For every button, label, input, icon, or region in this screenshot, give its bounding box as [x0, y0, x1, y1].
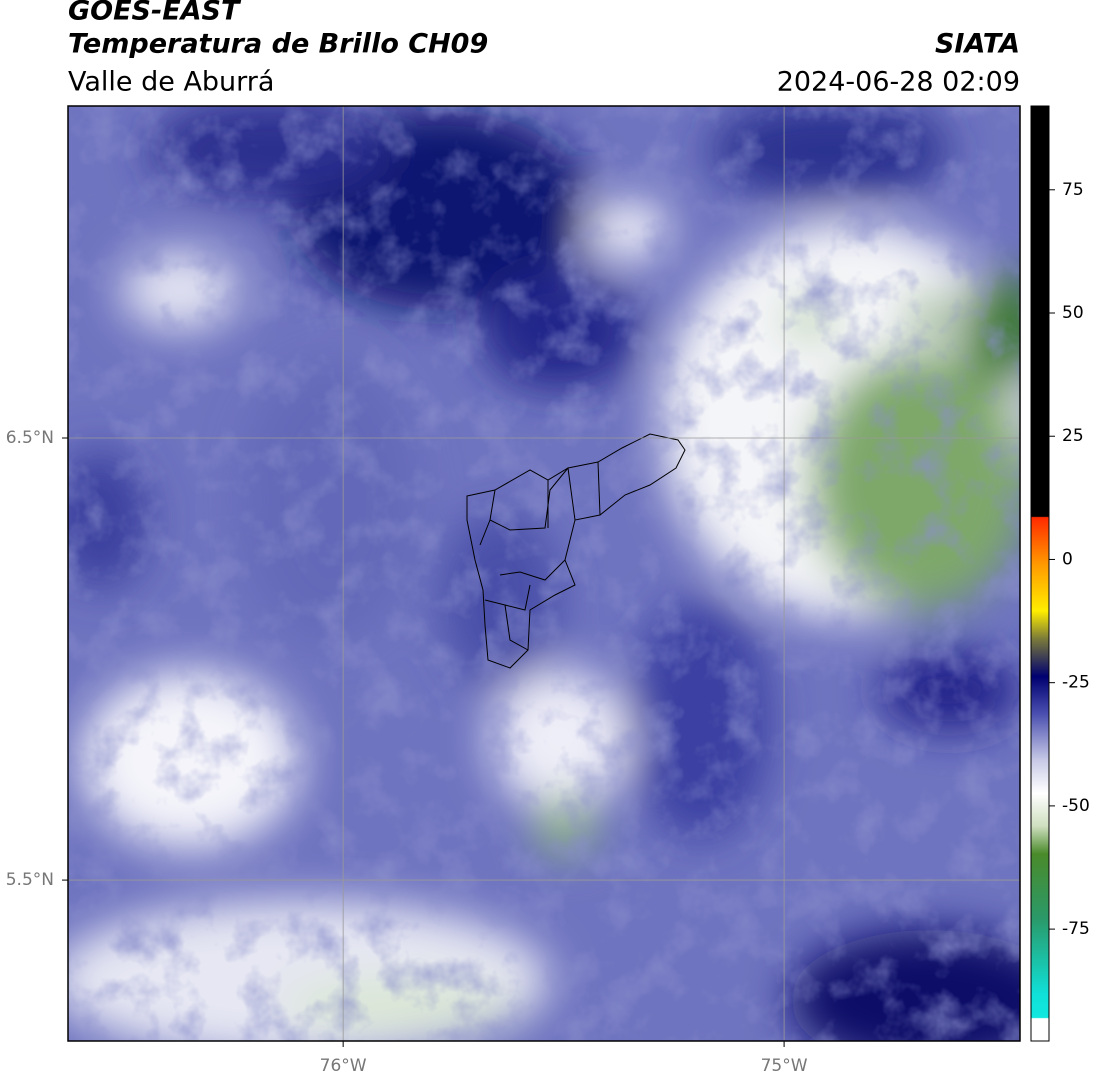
colorbar-ticks [1049, 189, 1055, 930]
colorbar-tick-label: -25 [1062, 673, 1090, 693]
colorbar-tick-label: 50 [1062, 303, 1084, 323]
y-tick-label: 5.5°N [6, 870, 54, 890]
source: SIATA [935, 29, 1020, 60]
colorbar-tick-label: -50 [1062, 796, 1090, 816]
colorbar [1030, 105, 1050, 1042]
datetime: 2024-06-28 02:09 [777, 67, 1020, 98]
map-frame [67, 105, 1021, 1042]
valley-outline [466, 433, 686, 669]
colorbar-tick-label: 75 [1062, 180, 1084, 200]
x-tick-label: 75°W [761, 1056, 808, 1076]
subtitle: Temperatura de Brillo CH09 [68, 29, 488, 60]
satellite-image [68, 106, 1020, 1041]
colorbar-tick-label: 25 [1062, 426, 1084, 446]
title: GOES-EAST [68, 0, 242, 27]
colorbar-tick-label: 0 [1062, 549, 1073, 569]
x-tick-label: 76°W [320, 1056, 367, 1076]
graticule [62, 106, 1020, 1047]
region: Valle de Aburrá [68, 67, 274, 98]
colorbar-tick-label: -75 [1062, 919, 1090, 939]
y-tick-label: 6.5°N [6, 428, 54, 448]
